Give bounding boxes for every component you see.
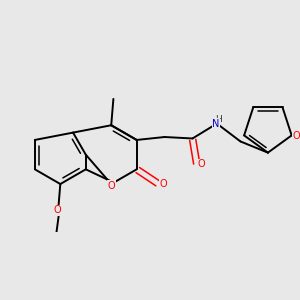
Text: O: O xyxy=(107,181,115,190)
Text: O: O xyxy=(197,159,205,169)
Text: O: O xyxy=(53,206,61,215)
Text: O: O xyxy=(159,179,167,189)
Text: H: H xyxy=(215,115,222,124)
Text: O: O xyxy=(292,131,300,141)
Text: N: N xyxy=(212,118,220,128)
